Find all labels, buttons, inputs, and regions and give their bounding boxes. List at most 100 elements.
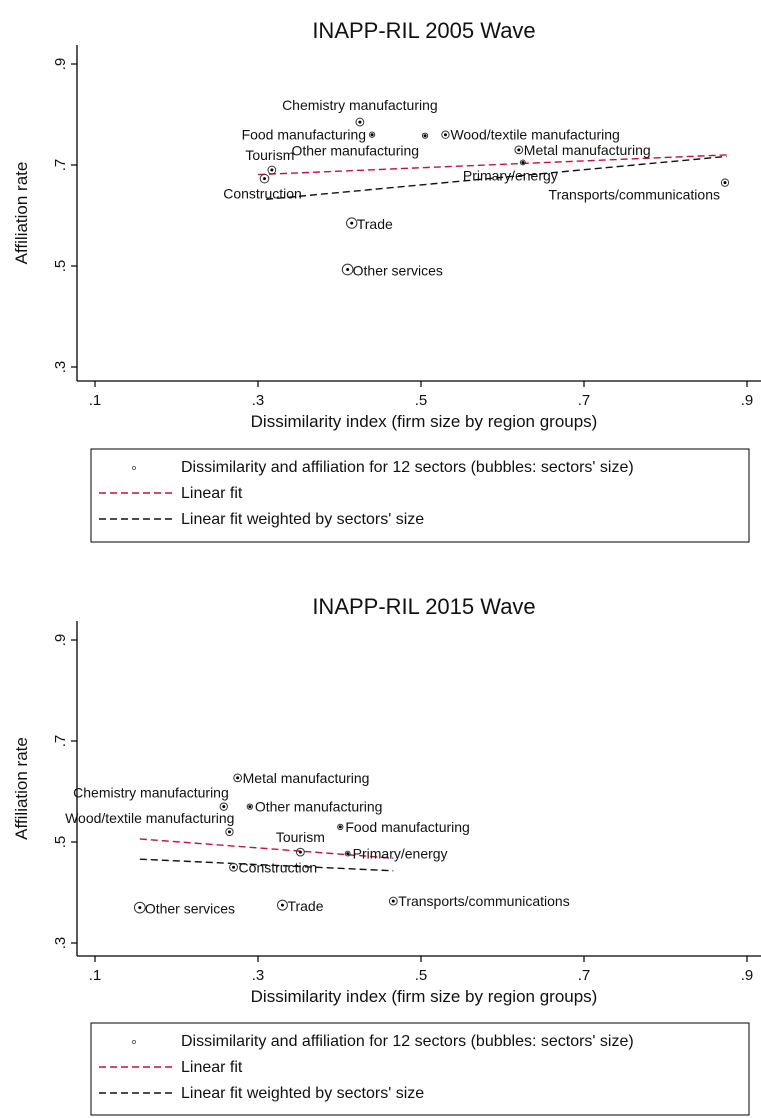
bubble: [225, 827, 234, 837]
legend-bubble-marker: [131, 1039, 137, 1045]
bubble-center: [298, 850, 302, 854]
bubble-center: [517, 148, 521, 152]
bubble: [388, 896, 398, 906]
linear-fit-line: [139, 838, 394, 859]
bubble-center: [346, 852, 350, 856]
weighted-fit-line: [266, 155, 727, 201]
x-tick-label: .9: [741, 967, 754, 984]
y-tick-label: .5: [52, 260, 69, 273]
legend-entry: Dissimilarity and affiliation for 12 sec…: [181, 459, 634, 476]
bubble-center: [358, 120, 362, 124]
bubble-center: [521, 160, 525, 164]
weighted-fit-line: [139, 858, 394, 872]
bubble-center: [723, 181, 727, 185]
bubble-center: [370, 133, 374, 137]
x-tick-label: .7: [578, 967, 591, 984]
y-tick-label: .3: [52, 361, 69, 374]
point-label: Trade: [287, 898, 323, 914]
bubble: [368, 131, 376, 138]
legend-entry: Linear fit weighted by sectors' size: [181, 511, 424, 528]
bubble: [344, 850, 351, 857]
bubble: [341, 263, 354, 276]
chart-title: INAPP-RIL 2015 Wave: [312, 594, 535, 619]
point-label: Food manufacturing: [345, 819, 470, 835]
y-tick-label: .3: [52, 937, 69, 950]
bubble: [233, 773, 243, 783]
x-tick-label: .5: [415, 967, 428, 984]
x-tick-label: .9: [741, 392, 754, 409]
point-label: Tourism: [276, 829, 325, 845]
x-tick-label: .1: [89, 392, 102, 409]
bubble-center: [443, 133, 447, 137]
point-label: Construction: [223, 186, 302, 202]
bubble: [346, 217, 358, 229]
bubble: [355, 117, 365, 127]
chart-title: INAPP-RIL 2005 Wave: [312, 18, 535, 43]
bubble-center: [232, 865, 236, 869]
point-label: Chemistry manufacturing: [282, 97, 438, 113]
point-label: Metal manufacturing: [524, 142, 651, 158]
legend-entry: Linear fit: [181, 1059, 243, 1076]
y-tick-label: .9: [52, 634, 69, 647]
linear-fit-line: [257, 154, 727, 176]
bubble-center: [350, 221, 354, 225]
point-label: Other manufacturing: [291, 143, 419, 159]
y-tick-label: .9: [52, 58, 69, 71]
chart-2015: INAPP-RIL 2015 Wave .3 .5 .7 .9 .1 .3 .5 .7 .9 Dis…: [12, 594, 761, 1116]
bubble: [421, 132, 429, 139]
bubble-center: [423, 134, 427, 138]
bubble: [295, 847, 305, 857]
legend-entry: Linear fit: [181, 485, 243, 502]
x-axis-label: Dissimilarity index (firm size by region…: [251, 412, 598, 431]
point-label: Other services: [145, 901, 235, 917]
bubble: [259, 173, 270, 184]
point-label: Food manufacturing: [242, 127, 367, 143]
bubble-center: [222, 805, 226, 809]
legend-bubble-marker: [131, 465, 137, 471]
y-tick-label: .5: [52, 836, 69, 849]
bubble: [133, 901, 146, 914]
bubble-center: [248, 805, 252, 809]
y-axis-label: Affiliation rate: [12, 737, 31, 840]
legend-box: [90, 448, 750, 543]
bubble-center: [263, 177, 267, 181]
bubble-center: [280, 903, 284, 907]
bubble: [337, 823, 344, 830]
point-label: Other manufacturing: [255, 799, 383, 815]
point-label: Trade: [357, 216, 393, 232]
point-label: Tourism: [245, 147, 294, 163]
point-label: Wood/textile manufacturing: [65, 810, 234, 826]
point-label: Transports/communications: [549, 187, 720, 203]
bubble-center: [227, 830, 231, 834]
bubble-center: [236, 776, 240, 780]
y-tick-label: .7: [52, 159, 69, 172]
bubble: [219, 802, 228, 811]
legend-entry: Dissimilarity and affiliation for 12 sec…: [181, 1033, 634, 1050]
point-label: Construction: [239, 859, 318, 875]
bubble: [246, 803, 253, 810]
y-tick-label: .7: [52, 735, 69, 748]
point-label: Wood/textile manufacturing: [450, 127, 619, 143]
bubble: [519, 159, 526, 166]
point-label: Chemistry manufacturing: [73, 785, 229, 801]
bubble: [720, 178, 730, 187]
bubble: [514, 145, 524, 155]
bubble-center: [346, 268, 350, 272]
x-tick-label: .5: [415, 392, 428, 409]
legend-box: [90, 1022, 750, 1116]
point-label: Transports/communications: [398, 893, 569, 909]
bubble-center: [138, 906, 142, 910]
bubble-center: [391, 899, 395, 903]
y-axis-label: Affiliation rate: [12, 162, 31, 265]
x-tick-label: .7: [578, 392, 591, 409]
point-label: Primary/energy: [353, 846, 448, 862]
point-label: Metal manufacturing: [243, 770, 370, 786]
legend-entry: Linear fit weighted by sectors' size: [181, 1085, 424, 1102]
chart-2005: INAPP-RIL 2005 Wave .3 .5 .7 .9 .1 .3 .5 .7 .9 Dis…: [12, 18, 761, 543]
x-tick-label: .3: [252, 392, 265, 409]
x-tick-label: .1: [89, 967, 102, 984]
point-label: Other services: [353, 263, 443, 279]
bubble-center: [270, 168, 274, 172]
bubble: [229, 862, 238, 872]
